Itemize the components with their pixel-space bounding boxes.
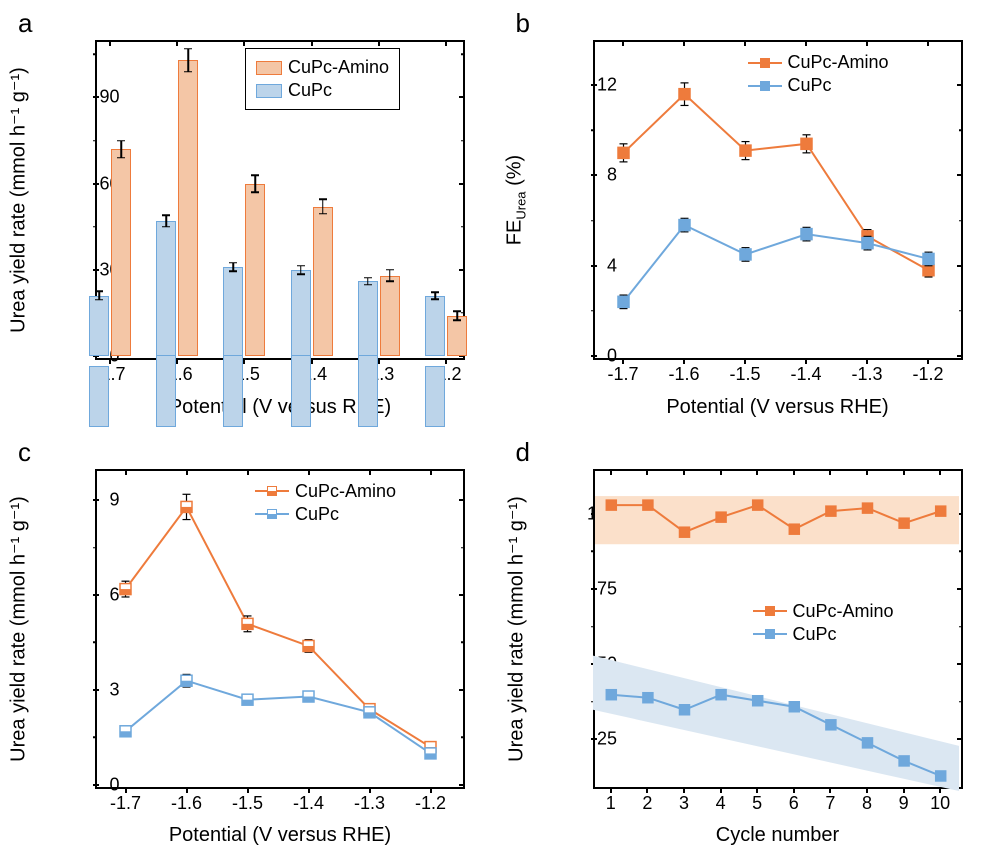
- bar-amino: [313, 207, 333, 356]
- legend: CuPc-AminoCuPc: [245, 48, 400, 110]
- error-cap: [162, 214, 170, 216]
- error-cap: [184, 71, 192, 73]
- error-cap: [364, 277, 372, 279]
- error-cap: [453, 319, 461, 321]
- error-cap: [229, 271, 237, 273]
- legend: CuPc-AminoCuPc: [748, 50, 889, 98]
- y-tick: [93, 183, 99, 185]
- error-bar: [322, 199, 324, 213]
- error-cap: [386, 269, 394, 271]
- bar-amino: [178, 60, 198, 356]
- bar-amino: [380, 276, 400, 356]
- legend-label: CuPc: [793, 624, 837, 645]
- bar-cupc: [89, 296, 109, 356]
- y-tick: [93, 96, 99, 98]
- error-cap: [229, 262, 237, 264]
- error-cap: [297, 273, 305, 275]
- panel-label: a: [18, 8, 32, 39]
- x-axis-label: Potential (V versus RHE): [95, 824, 465, 847]
- bar-amino: [447, 316, 467, 356]
- legend: CuPc-AminoCuPc: [255, 479, 396, 527]
- bar-cupc: [425, 296, 445, 356]
- legend-label: CuPc-Amino: [788, 52, 889, 73]
- legend: CuPc-AminoCuPc: [753, 599, 894, 647]
- chart-svg: [0, 429, 481, 805]
- bar-cupc: [223, 267, 243, 356]
- legend-label: CuPc: [288, 80, 332, 101]
- bar-cupc: [291, 270, 311, 356]
- y-tick: [459, 96, 465, 98]
- error-cap: [386, 281, 394, 283]
- error-cap: [162, 226, 170, 228]
- chart-svg: [498, 429, 979, 805]
- bar-amino: [245, 184, 265, 356]
- legend-label: CuPc-Amino: [295, 481, 396, 502]
- error-bar: [187, 49, 189, 72]
- error-cap: [319, 199, 327, 201]
- chart-svg: [498, 0, 979, 376]
- error-cap: [251, 174, 259, 176]
- error-cap: [184, 48, 192, 50]
- y-tick: [93, 269, 99, 271]
- legend-label: CuPc-Amino: [793, 601, 894, 622]
- error-bar: [255, 175, 257, 192]
- error-cap: [297, 265, 305, 267]
- y-tick: [459, 183, 465, 185]
- bar-amino: [111, 149, 131, 356]
- bar-cupc: [358, 281, 378, 356]
- error-bar: [120, 141, 122, 158]
- legend-label: CuPc: [788, 75, 832, 96]
- x-axis-label: Potential (V versus RHE): [95, 396, 465, 419]
- error-cap: [95, 291, 103, 293]
- error-cap: [117, 140, 125, 142]
- x-axis-label: Potential (V versus RHE): [593, 396, 963, 419]
- error-cap: [453, 311, 461, 313]
- y-tick: [459, 269, 465, 271]
- legend-label: CuPc: [295, 504, 339, 525]
- error-cap: [364, 284, 372, 286]
- legend-label: CuPc-Amino: [288, 57, 389, 78]
- x-axis-label: Cycle number: [593, 824, 963, 847]
- error-cap: [251, 192, 259, 194]
- error-cap: [431, 291, 439, 293]
- error-cap: [319, 213, 327, 215]
- error-cap: [95, 299, 103, 301]
- error-cap: [431, 298, 439, 300]
- bar-cupc: [156, 221, 176, 356]
- error-cap: [117, 157, 125, 159]
